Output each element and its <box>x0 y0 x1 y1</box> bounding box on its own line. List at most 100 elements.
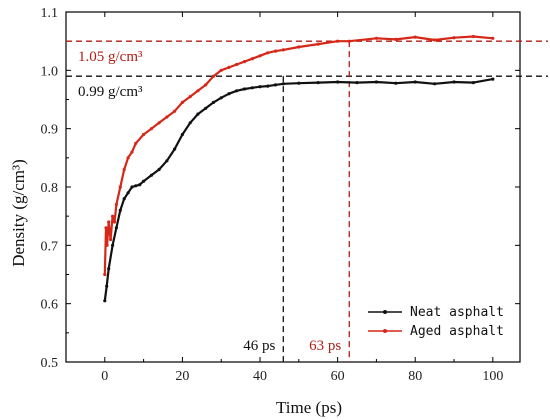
series-line-neat <box>103 78 493 301</box>
data-point-aged <box>142 132 146 137</box>
data-point-neat <box>433 82 437 86</box>
data-point-aged <box>130 150 134 154</box>
data-point-neat <box>394 81 398 85</box>
data-point-aged <box>157 121 161 125</box>
legend-marker-neat <box>383 310 387 314</box>
data-point-neat <box>235 89 239 93</box>
data-point-aged <box>413 35 417 39</box>
data-point-aged <box>336 39 340 43</box>
data-point-aged <box>104 226 108 230</box>
data-point-aged <box>316 42 320 46</box>
data-point-neat <box>204 106 208 110</box>
y-tick-label: 0.6 <box>41 298 59 313</box>
data-point-aged <box>109 237 113 242</box>
annotation-aged-time: 63 ps <box>309 338 341 354</box>
annotation-aged-density: 1.05 g/cm³ <box>78 49 143 65</box>
data-point-neat <box>242 87 247 91</box>
data-point-aged <box>122 167 126 172</box>
data-point-aged <box>114 202 118 207</box>
data-point-neat <box>138 183 142 187</box>
data-point-aged <box>452 36 456 40</box>
data-point-neat <box>134 184 138 188</box>
data-point-aged <box>235 62 239 67</box>
data-point-aged <box>107 220 111 224</box>
data-point-aged <box>394 37 398 42</box>
data-point-neat <box>297 81 301 85</box>
data-point-neat <box>180 132 184 137</box>
data-point-neat <box>336 80 340 84</box>
data-point-neat <box>452 80 456 84</box>
data-point-aged <box>180 100 184 104</box>
data-point-neat <box>103 299 107 303</box>
y-tick-label: 1.1 <box>41 6 59 21</box>
data-point-aged <box>126 156 130 160</box>
data-point-neat <box>149 173 153 177</box>
data-point-aged <box>112 220 117 224</box>
x-tick-label: 80 <box>408 369 422 384</box>
data-point-aged <box>471 34 475 39</box>
data-point-neat <box>491 77 495 81</box>
series-lines <box>103 34 495 303</box>
y-tick-label: 0.5 <box>41 356 59 371</box>
data-point-aged <box>491 36 495 40</box>
data-point-aged <box>165 115 169 119</box>
y-tick-label: 0.9 <box>41 123 59 138</box>
data-point-neat <box>281 82 285 86</box>
data-point-neat <box>471 81 475 85</box>
data-point-neat <box>413 80 417 84</box>
data-point-neat <box>196 112 200 116</box>
x-tick-label: 0 <box>101 369 108 384</box>
data-point-neat <box>122 197 126 201</box>
data-point-aged <box>242 60 247 64</box>
data-point-aged <box>273 49 278 53</box>
data-point-neat <box>165 159 169 163</box>
axes: 0 20 40 60 80 100 0.5 0.6 0.7 0.8 0.9 1.0 1.1 <box>41 6 520 384</box>
data-point-aged <box>105 243 109 247</box>
data-point-neat <box>188 121 192 125</box>
data-point-neat <box>107 267 111 271</box>
x-tick-label: 40 <box>253 369 267 384</box>
data-point-aged <box>118 185 122 189</box>
data-point-aged <box>266 51 270 55</box>
series-line-aged <box>103 35 493 275</box>
data-point-neat <box>114 226 118 230</box>
data-point-neat <box>219 96 223 100</box>
data-point-aged <box>211 74 216 78</box>
data-point-neat <box>258 85 262 89</box>
reference-lines: 1.05 g/cm³ 0.99 g/cm³ 46 ps 63 ps <box>66 40 548 362</box>
annotation-neat-density: 0.99 g/cm³ <box>78 84 143 100</box>
data-point-aged <box>258 54 262 58</box>
data-point-aged <box>219 68 223 72</box>
data-point-neat <box>211 100 216 104</box>
legend-label-neat: Neat asphalt <box>410 305 504 320</box>
data-point-neat <box>157 167 161 172</box>
y-tick-label: 0.7 <box>41 239 59 254</box>
data-point-neat <box>273 83 278 87</box>
data-point-aged <box>173 109 177 113</box>
data-point-aged <box>196 89 200 93</box>
x-axis-title: Time (ps) <box>276 398 342 417</box>
data-point-aged <box>134 141 138 145</box>
data-point-neat <box>105 284 109 288</box>
data-point-neat <box>111 243 115 247</box>
data-point-neat <box>142 179 146 183</box>
y-tick-label: 1.0 <box>41 64 59 79</box>
data-point-aged <box>281 48 285 52</box>
legend: Neat asphalt Aged asphalt <box>368 305 504 339</box>
data-point-neat <box>227 92 231 96</box>
data-point-neat <box>126 191 130 195</box>
data-point-aged <box>204 83 208 87</box>
data-point-aged <box>111 214 115 218</box>
data-point-neat <box>355 81 359 85</box>
legend-label-aged: Aged asphalt <box>410 324 504 339</box>
data-point-neat <box>118 208 122 212</box>
y-axis-title: Density (g/cm³) <box>9 159 28 267</box>
data-point-neat <box>266 84 270 88</box>
data-point-neat <box>374 80 378 84</box>
data-point-aged <box>227 65 231 69</box>
data-point-aged <box>347 39 351 43</box>
data-point-aged <box>374 36 378 40</box>
legend-marker-aged <box>383 329 387 333</box>
data-point-neat <box>173 147 177 151</box>
